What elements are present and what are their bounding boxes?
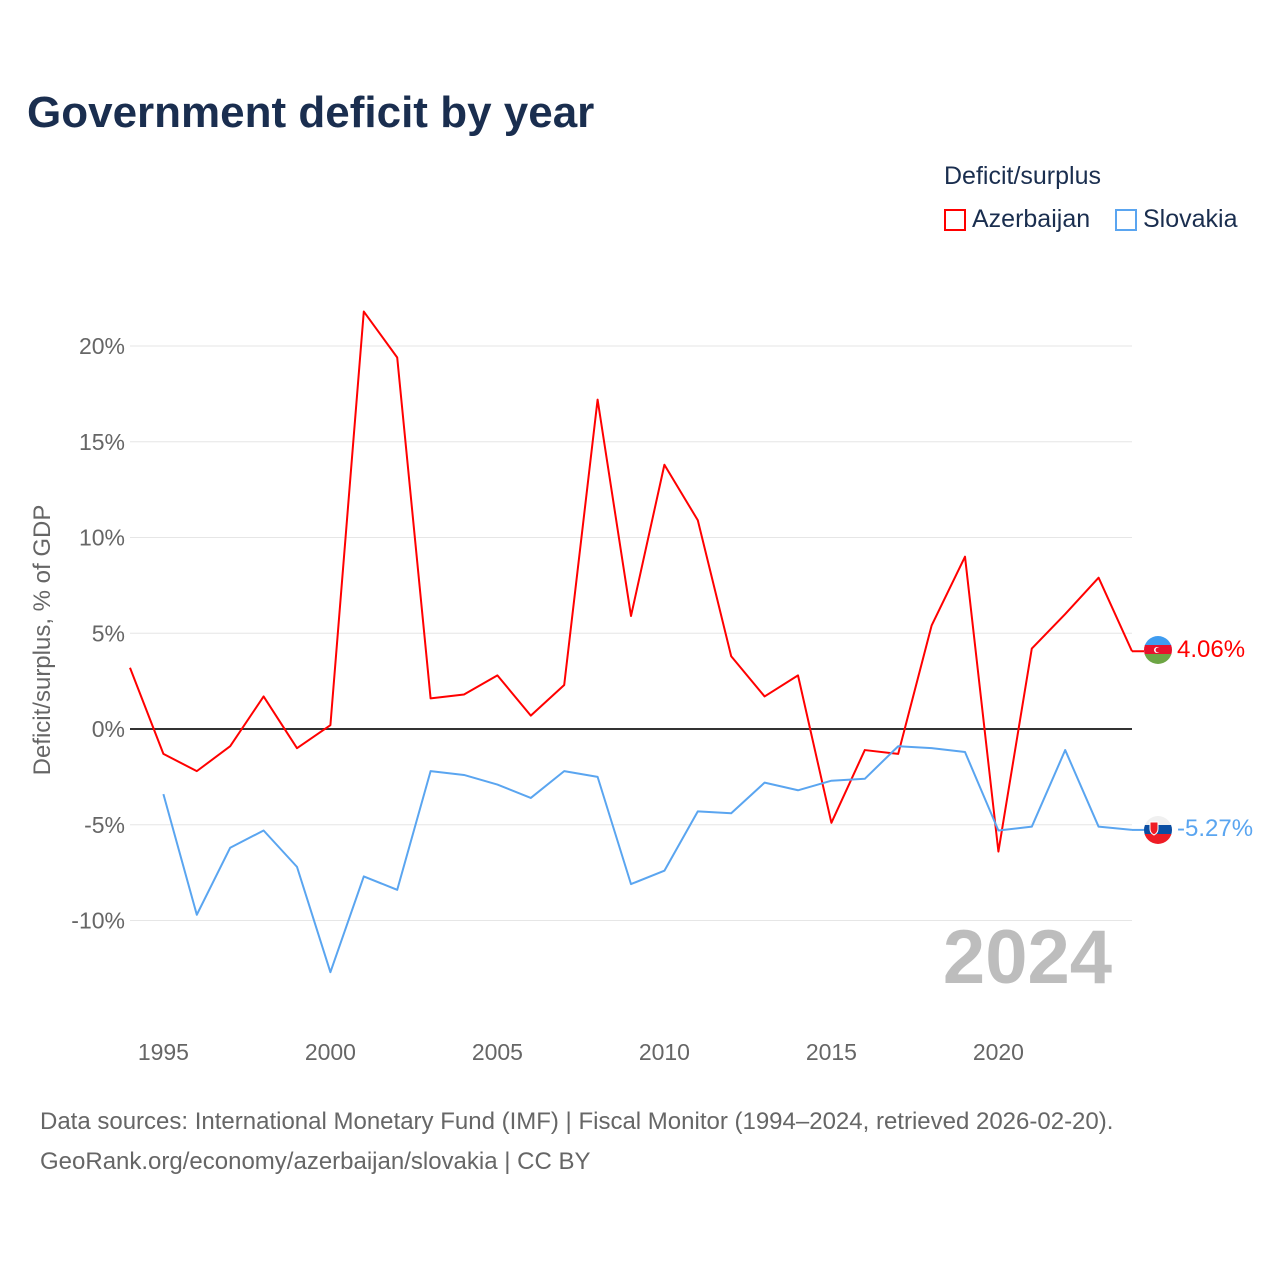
data-point-slovakia bbox=[428, 768, 434, 774]
data-point-slovakia bbox=[762, 780, 768, 786]
data-point-azerbaijan bbox=[361, 309, 367, 315]
x-tick-label: 1995 bbox=[138, 1039, 189, 1065]
data-point-slovakia bbox=[661, 868, 667, 874]
data-point-azerbaijan bbox=[795, 672, 801, 678]
y-axis-label: Deficit/surplus, % of GDP bbox=[29, 505, 56, 776]
data-point-slovakia bbox=[294, 864, 300, 870]
data-point-azerbaijan bbox=[160, 751, 166, 757]
data-point-azerbaijan bbox=[294, 745, 300, 751]
grid-lines: -10% -5% 0% 5% 10% 15% 20% 1995 2000 2005 2010 2015… bbox=[71, 333, 1132, 1065]
data-point-azerbaijan bbox=[528, 713, 534, 719]
credit-link[interactable]: GeoRank.org/economy/azerbaijan/slovakia … bbox=[40, 1148, 591, 1175]
y-tick-label: -10% bbox=[71, 908, 125, 934]
y-tick-label: 5% bbox=[92, 620, 125, 646]
data-point-slovakia bbox=[1062, 747, 1068, 753]
x-tick-label: 2010 bbox=[639, 1039, 690, 1065]
data-point-azerbaijan bbox=[1096, 575, 1102, 581]
data-point-slovakia bbox=[561, 768, 567, 774]
y-tick-label: 10% bbox=[79, 525, 125, 551]
data-point-azerbaijan bbox=[127, 665, 133, 671]
data-point-slovakia bbox=[461, 772, 467, 778]
data-point-azerbaijan bbox=[1062, 611, 1068, 617]
data-point-slovakia bbox=[1096, 824, 1102, 830]
data-point-azerbaijan bbox=[962, 554, 968, 560]
y-tick-label: 0% bbox=[92, 716, 125, 742]
data-point-azerbaijan bbox=[394, 354, 400, 360]
legend-swatch-slovakia bbox=[1115, 208, 1137, 231]
data-point-azerbaijan bbox=[929, 623, 935, 629]
data-point-azerbaijan bbox=[762, 693, 768, 699]
y-tick-label: 15% bbox=[79, 429, 125, 455]
data-point-azerbaijan bbox=[561, 682, 567, 688]
data-point-slovakia bbox=[828, 778, 834, 784]
data-point-slovakia bbox=[327, 969, 333, 975]
data-point-slovakia bbox=[261, 827, 267, 833]
series-line-slovakia bbox=[162, 745, 1133, 974]
data-point-azerbaijan bbox=[1029, 646, 1035, 652]
data-point-slovakia bbox=[929, 745, 935, 751]
data-point-slovakia bbox=[728, 810, 734, 816]
data-point-azerbaijan bbox=[695, 517, 701, 523]
x-tick-label: 2015 bbox=[806, 1039, 857, 1065]
x-tick-label: 2005 bbox=[472, 1039, 523, 1065]
data-point-azerbaijan bbox=[728, 653, 734, 659]
data-point-slovakia bbox=[595, 774, 601, 780]
data-point-slovakia bbox=[160, 791, 166, 797]
data-point-azerbaijan bbox=[261, 693, 267, 699]
slovakia-flag-icon bbox=[1144, 816, 1172, 844]
data-point-azerbaijan bbox=[862, 747, 868, 753]
data-point-slovakia bbox=[528, 795, 534, 801]
azerbaijan-flag-icon bbox=[1144, 636, 1172, 664]
legend-label-slovakia: Slovakia bbox=[1143, 205, 1238, 233]
data-point-slovakia bbox=[227, 845, 233, 851]
slovakia-end-label: -5.27% bbox=[1177, 815, 1253, 842]
data-point-slovakia bbox=[394, 887, 400, 893]
data-point-slovakia bbox=[862, 776, 868, 782]
data-point-azerbaijan bbox=[327, 722, 333, 728]
legend-label-azerbaijan: Azerbaijan bbox=[972, 205, 1091, 233]
data-point-azerbaijan bbox=[494, 672, 500, 678]
data-point-slovakia bbox=[361, 873, 367, 879]
data-point-azerbaijan bbox=[661, 462, 667, 468]
y-tick-label: -5% bbox=[84, 812, 125, 838]
data-point-slovakia bbox=[995, 827, 1001, 833]
data-point-azerbaijan bbox=[461, 692, 467, 698]
data-point-slovakia bbox=[795, 787, 801, 793]
x-tick-label: 2020 bbox=[973, 1039, 1024, 1065]
data-point-slovakia bbox=[628, 881, 634, 887]
series-line-azerbaijan bbox=[129, 310, 1133, 853]
data-point-azerbaijan bbox=[595, 397, 601, 403]
chart-title: Government deficit by year bbox=[27, 88, 595, 137]
x-tick-label: 2000 bbox=[305, 1039, 356, 1065]
legend-swatch-azerbaijan bbox=[944, 208, 966, 231]
data-point-azerbaijan bbox=[227, 743, 233, 749]
data-point-azerbaijan bbox=[895, 751, 901, 757]
data-point-slovakia bbox=[1029, 824, 1035, 830]
data-point-slovakia bbox=[695, 808, 701, 814]
legend-item-azerbaijan[interactable]: Azerbaijan bbox=[944, 205, 1090, 234]
data-point-azerbaijan bbox=[828, 820, 834, 826]
legend-title: Deficit/surplus bbox=[944, 162, 1101, 190]
year-watermark: 2024 bbox=[943, 915, 1112, 1000]
data-point-azerbaijan bbox=[194, 768, 200, 774]
azerbaijan-end-label: 4.06% bbox=[1177, 636, 1245, 663]
data-sources: Data sources: International Monetary Fun… bbox=[40, 1108, 1114, 1135]
data-point-slovakia bbox=[494, 782, 500, 788]
data-point-azerbaijan bbox=[995, 849, 1001, 855]
data-point-azerbaijan bbox=[428, 695, 434, 701]
legend-item-slovakia[interactable]: Slovakia bbox=[1115, 205, 1238, 234]
y-tick-label: 20% bbox=[79, 333, 125, 359]
data-point-slovakia bbox=[194, 912, 200, 918]
data-point-azerbaijan bbox=[628, 613, 634, 619]
data-point-slovakia bbox=[962, 749, 968, 755]
data-point-slovakia bbox=[895, 743, 901, 749]
